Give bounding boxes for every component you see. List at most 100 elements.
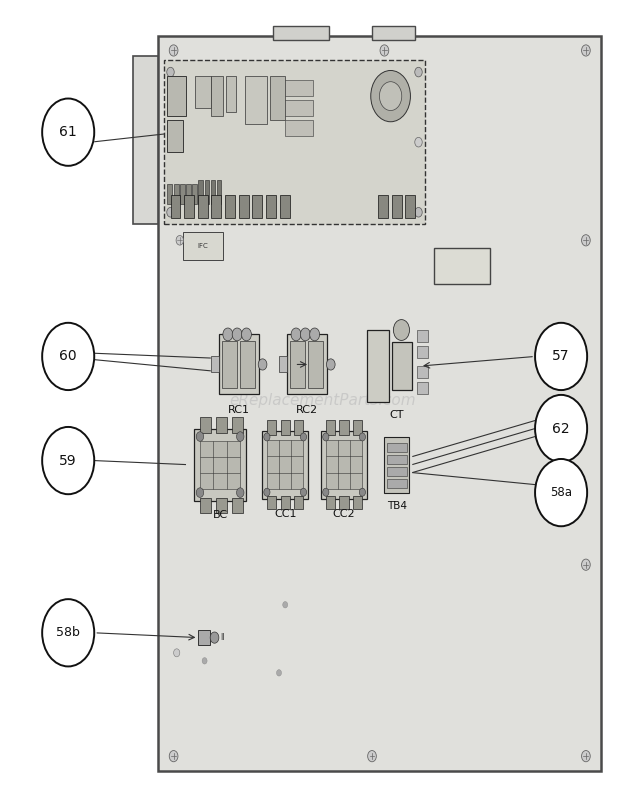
FancyBboxPatch shape bbox=[195, 76, 211, 108]
FancyBboxPatch shape bbox=[281, 420, 290, 434]
FancyBboxPatch shape bbox=[232, 417, 243, 433]
FancyBboxPatch shape bbox=[180, 184, 185, 204]
FancyBboxPatch shape bbox=[164, 60, 425, 224]
Circle shape bbox=[368, 751, 376, 762]
FancyBboxPatch shape bbox=[387, 467, 407, 476]
Text: 61: 61 bbox=[60, 125, 77, 139]
Circle shape bbox=[359, 488, 366, 496]
Text: CC1: CC1 bbox=[274, 509, 296, 518]
Circle shape bbox=[415, 138, 422, 147]
FancyBboxPatch shape bbox=[211, 180, 215, 204]
Circle shape bbox=[196, 432, 203, 441]
FancyBboxPatch shape bbox=[285, 100, 313, 116]
Circle shape bbox=[323, 433, 329, 441]
Circle shape bbox=[42, 323, 94, 390]
FancyBboxPatch shape bbox=[326, 420, 335, 434]
Circle shape bbox=[210, 632, 219, 643]
FancyBboxPatch shape bbox=[198, 180, 203, 204]
FancyBboxPatch shape bbox=[279, 356, 286, 372]
Text: II: II bbox=[221, 633, 225, 642]
Circle shape bbox=[535, 395, 587, 462]
FancyBboxPatch shape bbox=[353, 420, 363, 434]
FancyBboxPatch shape bbox=[417, 366, 428, 378]
Circle shape bbox=[301, 328, 311, 341]
Circle shape bbox=[415, 207, 422, 217]
FancyBboxPatch shape bbox=[192, 184, 197, 204]
FancyBboxPatch shape bbox=[294, 420, 304, 434]
FancyBboxPatch shape bbox=[340, 420, 349, 434]
FancyBboxPatch shape bbox=[193, 429, 247, 501]
Circle shape bbox=[359, 433, 366, 441]
Circle shape bbox=[242, 328, 252, 341]
Circle shape bbox=[223, 328, 233, 341]
FancyBboxPatch shape bbox=[219, 335, 259, 394]
Circle shape bbox=[535, 459, 587, 526]
FancyBboxPatch shape bbox=[211, 195, 221, 218]
FancyBboxPatch shape bbox=[392, 195, 402, 218]
FancyBboxPatch shape bbox=[184, 195, 194, 218]
FancyBboxPatch shape bbox=[222, 341, 237, 388]
FancyBboxPatch shape bbox=[205, 180, 209, 204]
FancyBboxPatch shape bbox=[200, 498, 211, 513]
FancyBboxPatch shape bbox=[217, 180, 221, 204]
FancyBboxPatch shape bbox=[267, 420, 277, 434]
FancyBboxPatch shape bbox=[384, 437, 409, 493]
Circle shape bbox=[264, 433, 270, 441]
FancyBboxPatch shape bbox=[158, 36, 601, 771]
Circle shape bbox=[237, 432, 244, 441]
FancyBboxPatch shape bbox=[200, 417, 211, 433]
Circle shape bbox=[42, 599, 94, 666]
FancyBboxPatch shape bbox=[226, 76, 236, 112]
Circle shape bbox=[167, 67, 174, 77]
Circle shape bbox=[174, 649, 180, 657]
FancyBboxPatch shape bbox=[290, 341, 305, 388]
FancyBboxPatch shape bbox=[273, 26, 329, 40]
FancyBboxPatch shape bbox=[294, 496, 304, 509]
Circle shape bbox=[283, 602, 288, 608]
Text: 57: 57 bbox=[552, 349, 570, 364]
Circle shape bbox=[415, 67, 422, 77]
FancyBboxPatch shape bbox=[186, 184, 191, 204]
FancyBboxPatch shape bbox=[183, 232, 223, 260]
FancyBboxPatch shape bbox=[353, 496, 363, 509]
FancyBboxPatch shape bbox=[387, 455, 407, 464]
Circle shape bbox=[42, 99, 94, 166]
Circle shape bbox=[169, 45, 178, 56]
Circle shape bbox=[264, 488, 270, 496]
FancyBboxPatch shape bbox=[387, 443, 407, 452]
Circle shape bbox=[259, 359, 267, 370]
Text: eReplacementParts.com: eReplacementParts.com bbox=[229, 393, 416, 408]
FancyBboxPatch shape bbox=[200, 441, 241, 489]
FancyBboxPatch shape bbox=[211, 356, 219, 372]
Text: TB4: TB4 bbox=[387, 501, 407, 510]
FancyBboxPatch shape bbox=[262, 431, 309, 498]
FancyBboxPatch shape bbox=[216, 417, 228, 433]
FancyBboxPatch shape bbox=[267, 496, 277, 509]
FancyBboxPatch shape bbox=[286, 335, 327, 394]
FancyBboxPatch shape bbox=[232, 498, 243, 513]
Circle shape bbox=[371, 70, 410, 122]
Circle shape bbox=[232, 328, 242, 341]
Circle shape bbox=[380, 45, 389, 56]
FancyBboxPatch shape bbox=[167, 120, 183, 152]
Circle shape bbox=[379, 82, 402, 111]
Circle shape bbox=[202, 658, 207, 664]
Circle shape bbox=[169, 751, 178, 762]
FancyBboxPatch shape bbox=[417, 330, 428, 342]
Text: RC1: RC1 bbox=[228, 405, 250, 414]
FancyBboxPatch shape bbox=[340, 496, 349, 509]
FancyBboxPatch shape bbox=[239, 195, 249, 218]
FancyBboxPatch shape bbox=[133, 56, 158, 224]
FancyBboxPatch shape bbox=[211, 76, 223, 116]
Text: CT: CT bbox=[389, 410, 404, 420]
FancyBboxPatch shape bbox=[170, 195, 180, 218]
Circle shape bbox=[176, 235, 184, 245]
FancyBboxPatch shape bbox=[308, 341, 323, 388]
FancyBboxPatch shape bbox=[367, 330, 389, 402]
FancyBboxPatch shape bbox=[392, 342, 412, 390]
Circle shape bbox=[310, 328, 320, 341]
Text: IFC: IFC bbox=[197, 243, 208, 249]
FancyBboxPatch shape bbox=[417, 382, 428, 394]
Text: RC2: RC2 bbox=[296, 405, 318, 414]
FancyBboxPatch shape bbox=[245, 76, 267, 124]
